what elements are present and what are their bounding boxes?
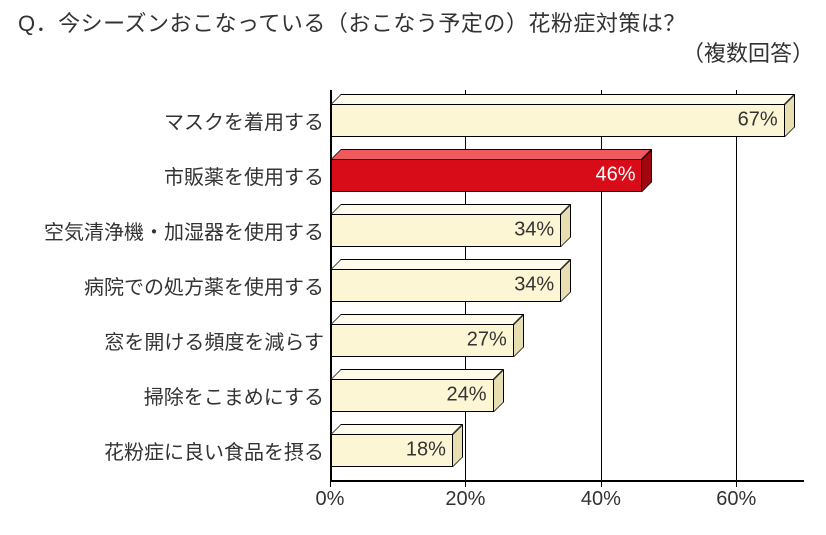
x-axis-label: 60%: [716, 488, 756, 511]
x-axis-label: 40%: [581, 488, 621, 511]
bar: 34%: [331, 269, 561, 302]
chart-subtitle: （複数回答）: [682, 36, 814, 68]
bar-value-label: 27%: [467, 329, 507, 352]
bar-front: 46%: [331, 159, 642, 192]
bar-highlight: 46%: [331, 159, 642, 192]
bar-value-label: 34%: [514, 274, 554, 297]
bar: 34%: [331, 214, 561, 247]
bar: 67%: [331, 104, 785, 137]
bar-value-label: 67%: [738, 109, 778, 132]
chart-title: Q．今シーズンおこなっている（おこなう予定の）花粉症対策は？: [18, 6, 686, 38]
bar-front: 34%: [331, 269, 561, 302]
category-label: 市販薬を使用する: [164, 161, 324, 190]
chart-container: Q．今シーズンおこなっている（おこなう予定の）花粉症対策は？ （複数回答） 0%…: [0, 0, 826, 535]
category-label: 掃除をこまめにする: [144, 381, 324, 410]
x-tick: [465, 480, 466, 487]
category-label: マスクを着用する: [164, 106, 324, 135]
bar: 18%: [331, 434, 453, 467]
bar-front: 67%: [331, 104, 785, 137]
chart-area: 0% 20% 40% 60% 67% 46% 34% 34% 27% 24% 18% マスクを着用す…: [0, 80, 826, 520]
category-label: 病院での処方薬を使用する: [84, 271, 324, 300]
bar-value-label: 34%: [514, 219, 554, 242]
bar-value-label: 18%: [406, 439, 446, 462]
bar-top-face: [331, 314, 524, 324]
bar-top-face: [331, 204, 571, 214]
bar-front: 27%: [331, 324, 514, 357]
bar-front: 24%: [331, 379, 494, 412]
x-axis-line: [330, 480, 804, 482]
bar-top-face: [331, 424, 463, 434]
x-tick: [601, 480, 602, 487]
bar: 27%: [331, 324, 514, 357]
x-axis-label: 20%: [445, 488, 485, 511]
bar-front: 18%: [331, 434, 453, 467]
bar-front: 34%: [331, 214, 561, 247]
bar-top-face: [331, 149, 652, 159]
bar-top-face: [331, 369, 504, 379]
x-tick: [736, 480, 737, 487]
bar-value-label: 46%: [595, 164, 635, 187]
x-tick: [330, 480, 331, 487]
bar-value-label: 24%: [446, 384, 486, 407]
category-label: 花粉症に良い食品を摂る: [104, 436, 324, 465]
gridline: [736, 90, 737, 480]
bar-top-face: [331, 259, 571, 269]
x-axis-label: 0%: [316, 488, 345, 511]
plot-area: 0%20%40%60%67%46%34%34%27%24%18%: [330, 90, 804, 480]
bar: 24%: [331, 379, 494, 412]
category-label: 窓を開ける頻度を減らす: [104, 326, 324, 355]
bar-top-face: [331, 94, 795, 104]
category-label: 空気清浄機・加湿器を使用する: [44, 216, 324, 245]
